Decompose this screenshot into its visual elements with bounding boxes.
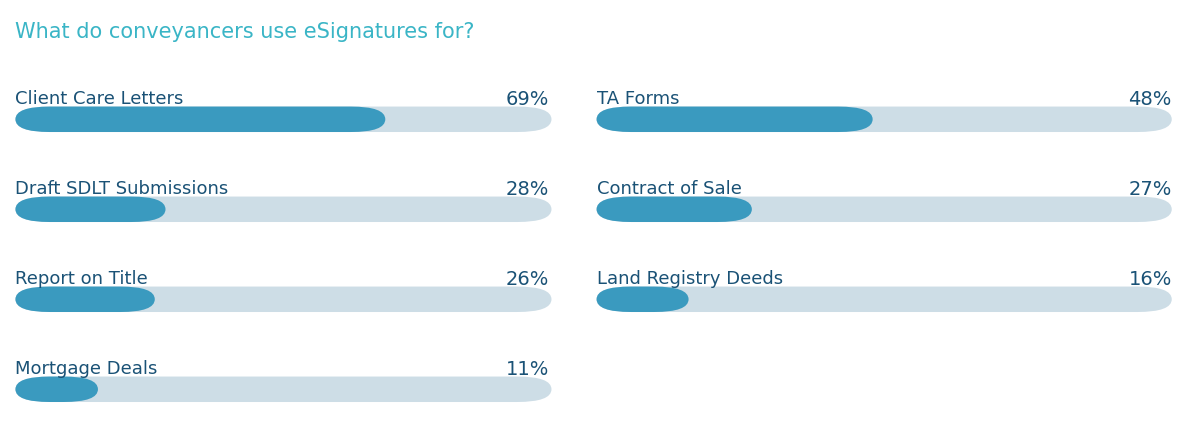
Text: 11%: 11%: [505, 359, 549, 378]
FancyBboxPatch shape: [15, 107, 385, 133]
FancyBboxPatch shape: [15, 287, 551, 312]
Text: What do conveyancers use eSignatures for?: What do conveyancers use eSignatures for…: [15, 22, 474, 42]
Text: Mortgage Deals: Mortgage Deals: [15, 359, 158, 377]
Text: 26%: 26%: [505, 269, 549, 288]
Text: 16%: 16%: [1128, 269, 1172, 288]
FancyBboxPatch shape: [15, 377, 98, 402]
Text: Client Care Letters: Client Care Letters: [15, 90, 184, 108]
Text: 27%: 27%: [1128, 180, 1172, 198]
Text: Draft SDLT Submissions: Draft SDLT Submissions: [15, 180, 229, 198]
FancyBboxPatch shape: [597, 197, 752, 223]
Text: 48%: 48%: [1128, 90, 1172, 109]
FancyBboxPatch shape: [15, 377, 551, 402]
FancyBboxPatch shape: [15, 197, 166, 223]
FancyBboxPatch shape: [15, 107, 551, 133]
Text: 69%: 69%: [505, 90, 549, 109]
FancyBboxPatch shape: [597, 287, 689, 312]
FancyBboxPatch shape: [597, 107, 1172, 133]
Text: 28%: 28%: [505, 180, 549, 198]
FancyBboxPatch shape: [597, 107, 873, 133]
FancyBboxPatch shape: [597, 287, 1172, 312]
FancyBboxPatch shape: [15, 197, 551, 223]
FancyBboxPatch shape: [15, 287, 155, 312]
Text: Report on Title: Report on Title: [15, 269, 148, 287]
Text: Contract of Sale: Contract of Sale: [597, 180, 741, 198]
Text: TA Forms: TA Forms: [597, 90, 680, 108]
FancyBboxPatch shape: [597, 197, 1172, 223]
Text: Land Registry Deeds: Land Registry Deeds: [597, 269, 783, 287]
